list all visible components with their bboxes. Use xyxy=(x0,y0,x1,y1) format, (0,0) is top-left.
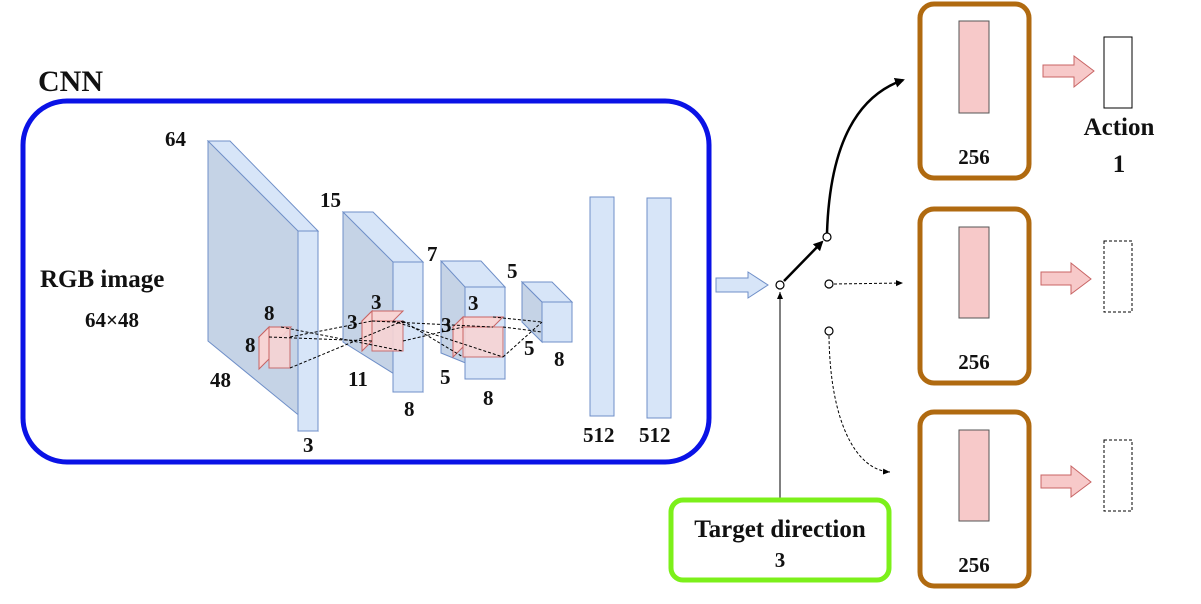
head-2-layer xyxy=(958,226,990,319)
selector-node-1 xyxy=(822,232,832,242)
layer4-width-label: 5 xyxy=(524,336,535,360)
branch-3-arrow xyxy=(828,335,891,475)
layer3-width-label: 5 xyxy=(440,365,451,389)
kernel1-label-b: 8 xyxy=(245,333,256,357)
layer2-depth-label: 8 xyxy=(404,397,415,421)
head-1 xyxy=(917,1,1032,181)
switch-active-line xyxy=(783,240,824,282)
branch-1-arrow xyxy=(825,77,905,234)
layer2-height-label: 15 xyxy=(320,188,341,212)
head-1-layer xyxy=(958,20,990,114)
branch-2-arrow xyxy=(833,280,904,287)
layer4-depth-label: 8 xyxy=(554,347,565,371)
head-3 xyxy=(917,409,1032,589)
fc-layer-2 xyxy=(646,197,672,419)
layer1-height-label: 64 xyxy=(165,127,187,151)
kernel3-label-a: 3 xyxy=(468,291,479,315)
selector-node-2 xyxy=(824,279,834,289)
fc-layer-1 xyxy=(589,196,615,417)
head-3-output-box xyxy=(1103,439,1133,512)
action-value: 1 xyxy=(1113,151,1126,178)
target-direction-size: 3 xyxy=(775,548,786,572)
head-2-output-arrow xyxy=(1040,261,1092,295)
head-3-size-label: 256 xyxy=(958,553,990,577)
head-1-output-arrow xyxy=(1042,55,1095,89)
kernel3-label-b: 3 xyxy=(441,313,452,337)
cnn-output-arrow xyxy=(715,271,769,299)
head-2-size-label: 256 xyxy=(958,350,990,374)
head-3-output-arrow xyxy=(1040,464,1092,498)
head-2-output-box xyxy=(1103,240,1133,313)
selector-node-3 xyxy=(824,326,834,336)
head-1-size-label: 256 xyxy=(958,145,990,169)
target-direction-box xyxy=(668,497,892,583)
kernel2-label-a: 3 xyxy=(371,290,382,314)
head-2 xyxy=(917,206,1032,386)
layer3-depth-label: 8 xyxy=(483,386,494,410)
layer4-height-label: 5 xyxy=(507,259,518,283)
kernel1-label-a: 8 xyxy=(264,301,275,325)
cnn-container xyxy=(20,98,712,465)
layer2-width-label: 11 xyxy=(348,367,368,391)
conv-layer-2 xyxy=(341,211,425,393)
head-3-layer xyxy=(958,429,990,522)
layer1-depth-label: 3 xyxy=(303,433,314,457)
fc2-size-label: 512 xyxy=(639,423,671,447)
kernel-1 xyxy=(257,325,293,371)
switch-node xyxy=(775,280,785,290)
kernel2-label-b: 3 xyxy=(347,310,358,334)
input-label: RGB image xyxy=(40,266,164,293)
action-output-box xyxy=(1103,36,1133,109)
target-direction-label: Target direction xyxy=(694,516,866,543)
projection-lines xyxy=(268,316,543,369)
kernel-2 xyxy=(360,309,405,353)
layer1-width-label: 48 xyxy=(210,368,231,392)
action-label: Action xyxy=(1084,114,1155,141)
cnn-title: CNN xyxy=(38,65,103,98)
input-size: 64×48 xyxy=(85,308,139,332)
layer3-height-label: 7 xyxy=(427,242,438,266)
fc1-size-label: 512 xyxy=(583,423,615,447)
